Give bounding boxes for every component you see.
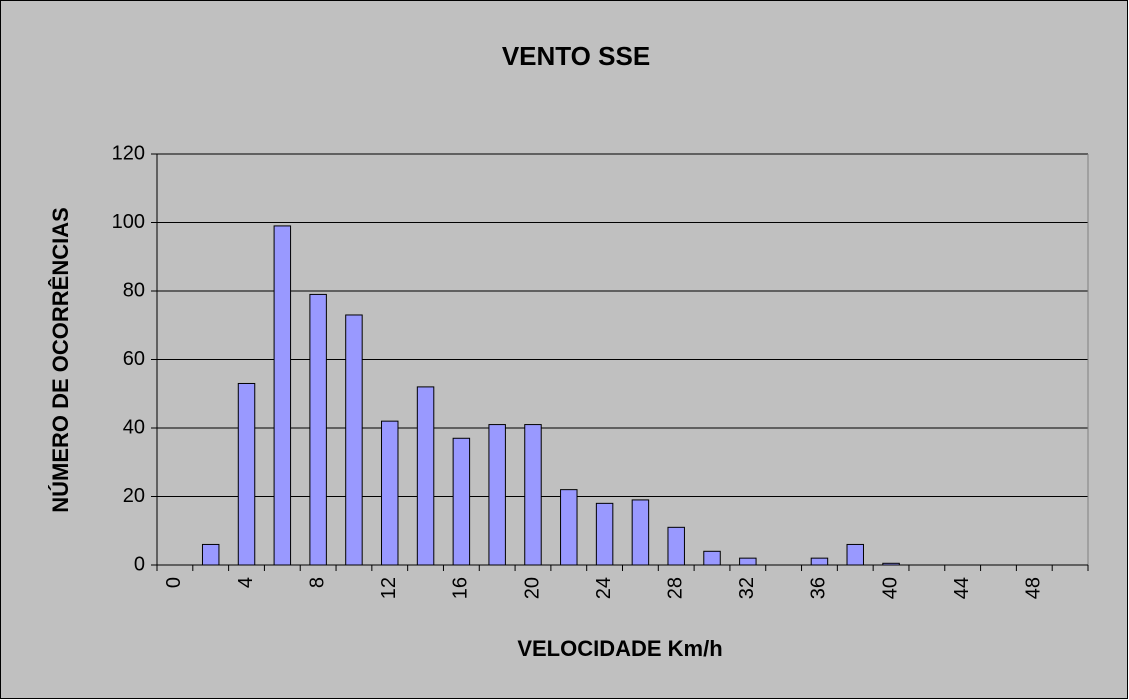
- bar: [560, 489, 578, 566]
- x-tick-label: 16: [450, 577, 472, 599]
- x-tick-label: 32: [736, 577, 758, 599]
- y-tick-label: 120: [112, 142, 145, 164]
- bar: [345, 314, 363, 566]
- x-tick-label: 48: [1023, 577, 1045, 599]
- bar: [452, 437, 471, 566]
- bar: [703, 550, 721, 566]
- x-tick-label: 28: [664, 577, 686, 599]
- x-tick-label: 44: [951, 577, 973, 599]
- y-tick-label: 60: [123, 348, 145, 370]
- bar: [524, 424, 542, 566]
- bar: [416, 386, 435, 566]
- x-tick-label: 24: [593, 577, 615, 599]
- bar: [846, 543, 864, 566]
- x-tick-label: 12: [378, 577, 400, 599]
- bar: [201, 543, 220, 566]
- y-tick-label: 20: [123, 485, 145, 507]
- y-tick-label: 0: [134, 553, 145, 575]
- y-axis-label: NÚMERO DE OCORRÊNCIAS: [48, 207, 73, 513]
- x-tick-label: 40: [879, 577, 901, 599]
- bar: [488, 424, 506, 566]
- x-tick-label: 8: [306, 577, 328, 588]
- bar: [273, 225, 292, 566]
- bar: [631, 499, 650, 566]
- bar: [237, 382, 256, 566]
- x-axis-label: VELOCIDADE Km/h: [517, 636, 722, 661]
- bar: [667, 526, 685, 566]
- bar: [309, 293, 327, 566]
- bar: [810, 557, 829, 566]
- x-tick-label: 0: [163, 577, 185, 588]
- y-tick-label: 80: [123, 279, 145, 301]
- y-tick-label: 100: [112, 211, 145, 233]
- x-tick-label: 36: [808, 577, 830, 599]
- bar: [595, 502, 614, 566]
- y-tick-label: 40: [123, 416, 145, 438]
- x-tick-label: 20: [521, 577, 543, 599]
- bar: [739, 557, 757, 566]
- chart-title: VENTO SSE: [502, 41, 650, 71]
- x-tick-label: 4: [235, 577, 257, 588]
- bar: [381, 420, 399, 566]
